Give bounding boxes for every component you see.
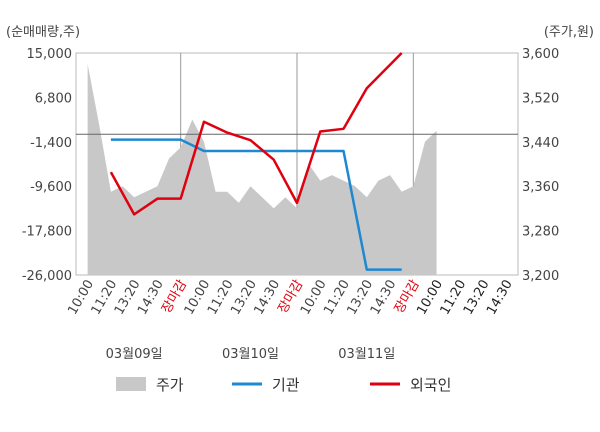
left-tick-label: -26,000 <box>22 269 72 284</box>
left-axis-ticks: 15,000 6,800 -1,400 -9,600 -17,800 -26,000 <box>22 47 72 284</box>
legend-label: 기관 <box>272 376 300 394</box>
day-label: 03월11일 <box>338 347 395 362</box>
legend-label: 주가 <box>156 376 184 394</box>
right-axis-unit: (주가,원) <box>544 25 594 40</box>
price-area <box>87 64 437 275</box>
price-area-layer <box>76 64 518 275</box>
left-axis-unit: (순매매량,주) <box>6 25 80 40</box>
left-tick-label: -1,400 <box>30 136 72 151</box>
institution-line <box>110 138 402 271</box>
right-tick-label: 3,280 <box>522 225 559 240</box>
foreigner-line <box>109 52 403 216</box>
right-tick-label: 3,440 <box>522 136 559 151</box>
left-tick-label: 15,000 <box>27 47 73 62</box>
right-axis-ticks: 3,600 3,520 3,440 3,360 3,280 3,200 <box>522 47 559 284</box>
legend-swatch-price <box>116 377 146 391</box>
left-tick-label: -17,800 <box>22 225 72 240</box>
right-tick-label: 3,360 <box>522 180 559 195</box>
lines-layer <box>109 52 403 271</box>
right-tick-label: 3,600 <box>522 47 559 62</box>
left-tick-label: -9,600 <box>30 180 72 195</box>
legend: 주가 기관 외국인 <box>116 376 451 394</box>
date-labels: 03월09일 03월10일 03월11일 <box>106 347 396 362</box>
day-label: 03월09일 <box>106 347 163 362</box>
day-label: 03월10일 <box>222 347 279 362</box>
legend-label: 외국인 <box>410 376 451 394</box>
right-tick-label: 3,520 <box>522 91 559 106</box>
right-tick-label: 3,200 <box>522 269 559 284</box>
left-tick-label: 6,800 <box>35 91 72 106</box>
x-axis-ticks: 10:0011:2013:2014:30장마감10:0011:2013:2014… <box>65 277 515 317</box>
